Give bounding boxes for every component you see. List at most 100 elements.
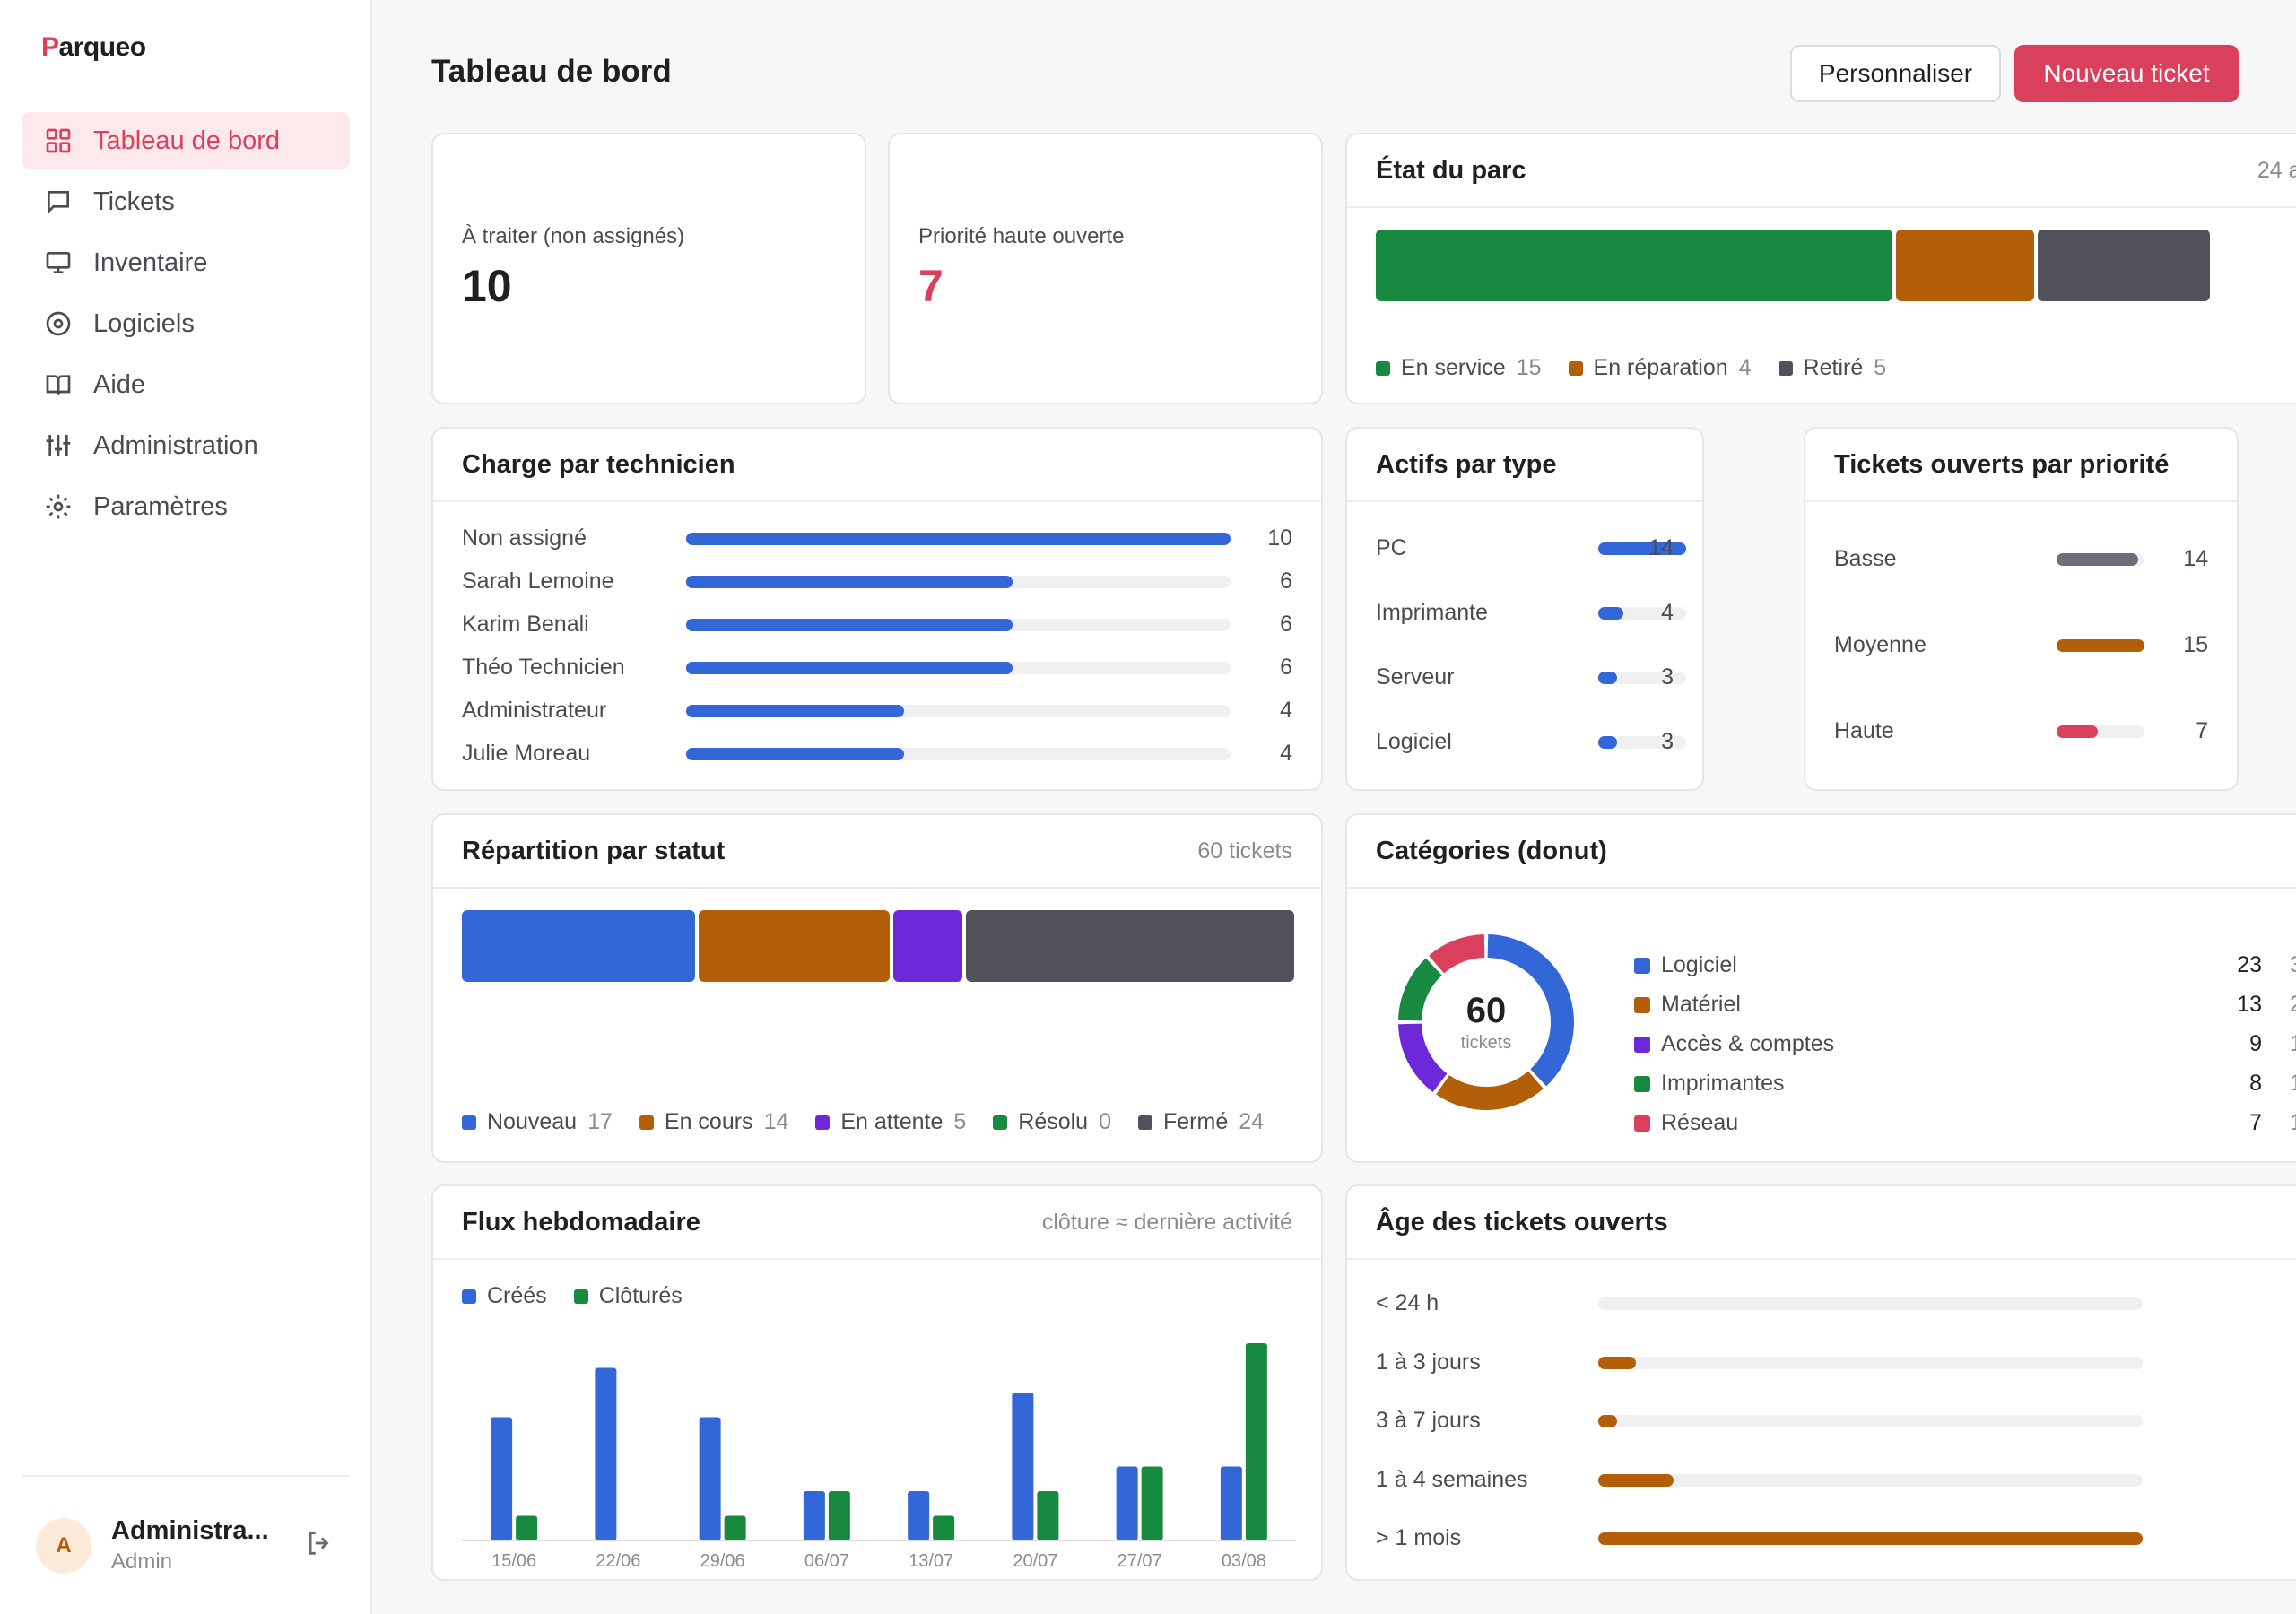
assets_by_type-bar-track bbox=[1598, 672, 1686, 684]
bar-created[interactable] bbox=[908, 1491, 930, 1540]
sidebar-item-tickets[interactable]: Tickets bbox=[22, 173, 350, 230]
sidebar-item-label: Inventaire bbox=[93, 247, 208, 277]
legend-closed: Clôturés bbox=[573, 1283, 683, 1309]
workload-row-label: Sarah Lemoine bbox=[462, 568, 614, 594]
bar-closed[interactable] bbox=[516, 1515, 538, 1541]
bar-closed[interactable] bbox=[933, 1515, 955, 1541]
donut-slice[interactable] bbox=[1429, 934, 1485, 974]
new-ticket-button[interactable]: Nouveau ticket bbox=[2014, 45, 2239, 102]
fleet-legend-swatch bbox=[1376, 360, 1390, 376]
bar-created[interactable] bbox=[699, 1417, 721, 1541]
x-tick-label: 06/07 bbox=[804, 1551, 849, 1571]
donut-slice[interactable] bbox=[1398, 1023, 1448, 1092]
customize-button[interactable]: Personnaliser bbox=[1790, 45, 2001, 102]
category-percent: 15 % bbox=[2290, 1031, 2296, 1057]
workload-row-label: Karim Benali bbox=[462, 612, 589, 637]
workload-bar-track bbox=[686, 533, 1231, 545]
status-total: 60 tickets bbox=[1197, 837, 1292, 863]
fleet-segment[interactable] bbox=[2037, 230, 2210, 301]
priority-bar-fill bbox=[2057, 725, 2098, 738]
weekly-bar-chart: 15/06 22/06 29/06 06/07 13/07 20/07 27/07 03/08 bbox=[462, 1343, 1296, 1571]
fleet-segment[interactable] bbox=[1376, 230, 1893, 301]
assets_by_type-row-value: 3 bbox=[1661, 729, 1674, 754]
status-legend-count: 5 bbox=[953, 1109, 967, 1134]
priority-bar-fill bbox=[2057, 553, 2139, 566]
category-swatch bbox=[1634, 997, 1650, 1013]
fleet-segment[interactable] bbox=[1896, 230, 2034, 301]
sidebar-item-administration[interactable]: Administration bbox=[22, 417, 350, 474]
workload-row-value: 6 bbox=[1280, 612, 1292, 637]
status-legend-swatch bbox=[815, 1115, 831, 1130]
donut-slice[interactable] bbox=[1398, 958, 1442, 1021]
sidebar-item-inventaire[interactable]: Inventaire bbox=[22, 234, 350, 291]
sidebar-item-tableau-de-bord[interactable]: Tableau de bord bbox=[22, 112, 350, 169]
assets_by_type-row-label: Serveur bbox=[1376, 664, 1455, 690]
bar-created[interactable] bbox=[595, 1367, 617, 1541]
status-segment[interactable] bbox=[698, 910, 891, 982]
fleet-legend-label: En service bbox=[1401, 355, 1506, 380]
category-count: 8 bbox=[2249, 1071, 2262, 1096]
workload-bar-fill bbox=[686, 748, 904, 760]
donut-slice[interactable] bbox=[1436, 1071, 1544, 1110]
gear-icon bbox=[43, 491, 74, 522]
user-role: Admin bbox=[111, 1549, 173, 1574]
bar-created[interactable] bbox=[1012, 1393, 1034, 1540]
bar-created[interactable] bbox=[1116, 1466, 1138, 1541]
status-legend-count: 14 bbox=[763, 1109, 789, 1134]
fleet-legend-item: Retiré 5 bbox=[1778, 355, 1887, 381]
fleet-header: État du parc 24 actifs bbox=[1347, 134, 2296, 208]
status-legend-item: Résolu 0 bbox=[993, 1109, 1111, 1135]
category-swatch bbox=[1634, 958, 1650, 974]
kpi-high-priority-card[interactable]: Priorité haute ouverte 7 bbox=[888, 133, 1323, 404]
status-legend-count: 17 bbox=[587, 1109, 613, 1134]
status-title: Répartition par statut bbox=[462, 836, 726, 865]
assets_by_type-row-label: PC bbox=[1376, 535, 1407, 560]
assets_by_type-row-label: Logiciel bbox=[1376, 729, 1452, 754]
bar-closed[interactable] bbox=[1245, 1343, 1267, 1540]
category-label: Logiciel bbox=[1661, 952, 1737, 977]
legend-closed-label: Clôturés bbox=[598, 1283, 683, 1308]
status-segment[interactable] bbox=[893, 910, 962, 982]
kpi-unassigned-card[interactable]: À traiter (non assignés) 10 bbox=[431, 133, 866, 404]
priority-row-value: 7 bbox=[2196, 718, 2208, 743]
donut-center: 60 tickets bbox=[1392, 991, 1580, 1054]
sidebar-item-aide[interactable]: Aide bbox=[22, 356, 350, 413]
category-label: Imprimantes bbox=[1661, 1071, 1785, 1096]
status-segment[interactable] bbox=[965, 910, 1294, 982]
logo-mark: P bbox=[41, 32, 59, 62]
sidebar-item-parametres[interactable]: Paramètres bbox=[22, 478, 350, 535]
bar-closed[interactable] bbox=[1141, 1466, 1163, 1541]
workload-row-value: 6 bbox=[1280, 655, 1292, 680]
assets_by_type-bar-track bbox=[1598, 607, 1686, 620]
fleet-legend-count: 5 bbox=[1874, 355, 1887, 380]
main-content: Tableau de bord Personnaliser Nouveau ti… bbox=[372, 0, 2296, 1614]
bar-closed[interactable] bbox=[828, 1491, 850, 1540]
sidebar-item-label: Paramètres bbox=[93, 491, 228, 521]
status-legend-swatch bbox=[639, 1115, 654, 1130]
logo[interactable]: Parqueo bbox=[41, 32, 146, 63]
category-percent: 12 % bbox=[2290, 1110, 2296, 1136]
legend-closed-swatch bbox=[573, 1289, 588, 1304]
bar-closed[interactable] bbox=[724, 1515, 746, 1541]
sidebar: Parqueo Tableau de bord Tickets Inventaire… bbox=[0, 0, 372, 1614]
status-segment[interactable] bbox=[462, 910, 695, 982]
bar-created[interactable] bbox=[803, 1491, 825, 1540]
assets-type-title: Actifs par type bbox=[1376, 449, 1557, 479]
bar-closed[interactable] bbox=[1037, 1491, 1059, 1540]
x-tick-label: 20/07 bbox=[1013, 1551, 1057, 1571]
bar-created[interactable] bbox=[1220, 1466, 1242, 1541]
donut-slice[interactable] bbox=[1487, 934, 1574, 1087]
sidebar-item-logiciels[interactable]: Logiciels bbox=[22, 295, 350, 352]
sidebar-item-label: Administration bbox=[93, 430, 258, 460]
avatar[interactable]: A bbox=[36, 1517, 91, 1574]
fleet-legend-item: En réparation 4 bbox=[1568, 355, 1752, 381]
logo-text: arqueo bbox=[58, 32, 147, 62]
assets-type-card: Actifs par type PC 14 Imprimante 4 Serveur 3 L… bbox=[1345, 427, 1704, 791]
age-row-label: 1 à 4 semaines bbox=[1376, 1466, 1528, 1492]
bar-created[interactable] bbox=[491, 1417, 513, 1541]
age-bar-track bbox=[1598, 1473, 2143, 1487]
category-percent: 22 % bbox=[2290, 992, 2296, 1018]
categories-card: Catégories (donut) 60 tickets Logiciel 23… bbox=[1345, 813, 2296, 1163]
logout-icon[interactable] bbox=[304, 1528, 335, 1563]
fleet-legend-label: En réparation bbox=[1593, 355, 1728, 380]
